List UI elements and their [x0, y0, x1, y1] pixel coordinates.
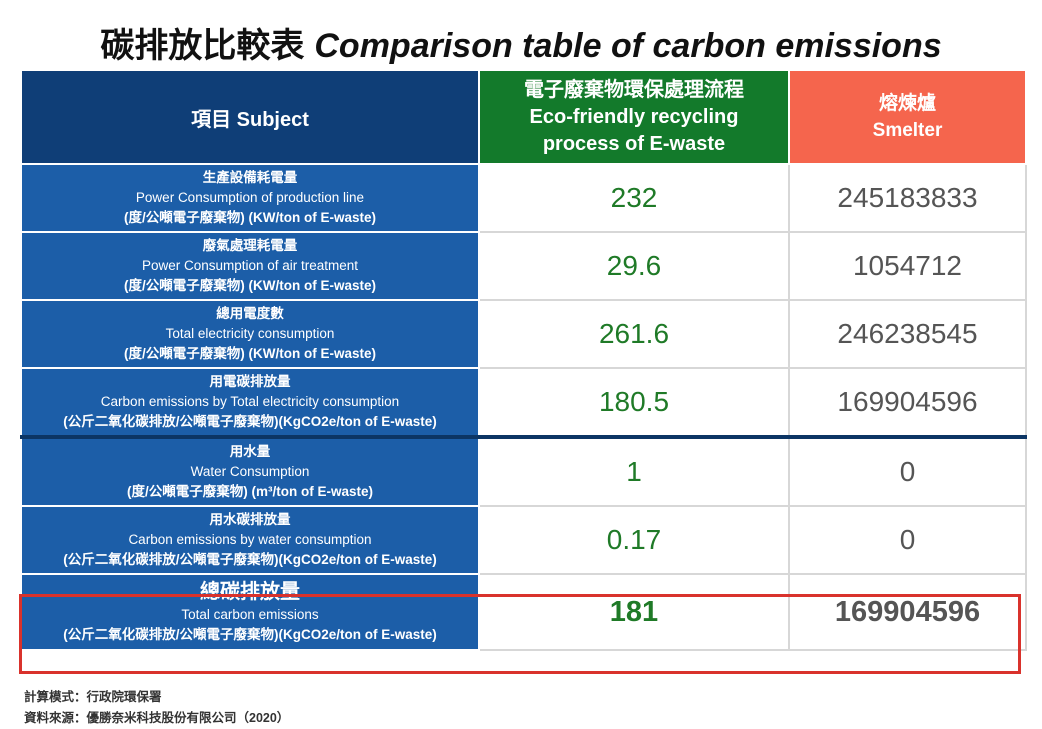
- header-subject: 項目 Subject: [20, 69, 480, 165]
- note-formula: 計算模式：行政院環保署: [24, 690, 162, 704]
- row-label: 總用電度數 Total electricity consumption (度/公…: [20, 299, 480, 369]
- row-label: 生產設備耗電量 Power Consumption of production …: [20, 163, 480, 233]
- row-label-en: Total electricity consumption: [165, 326, 335, 341]
- row-label-en: Power Consumption of air treatment: [141, 258, 359, 273]
- ewaste-value: 232: [478, 163, 790, 233]
- total-row: 總碳排放量 Total carbon emissions (公斤二氧化碳排放/公…: [20, 573, 1027, 651]
- total-label-zh: 總碳排放量: [200, 581, 300, 603]
- row-label-unit: (度/公噸電子廢棄物) (m³/ton of E-waste): [127, 484, 373, 499]
- ewaste-value: 261.6: [478, 299, 790, 369]
- row-label: 廢氣處理耗電量 Power Consumption of air treatme…: [20, 231, 480, 301]
- page-title: 碳排放比較表 Comparison table of carbon emissio…: [0, 18, 1042, 67]
- row-label: 用水量 Water Consumption (度/公噸電子廢棄物) (m³/to…: [20, 435, 480, 507]
- row-label-unit: (度/公噸電子廢棄物) (KW/ton of E-waste): [124, 346, 376, 361]
- row-label-zh: 廢氣處理耗電量: [202, 238, 298, 253]
- row-label-unit: (度/公噸電子廢棄物) (KW/ton of E-waste): [124, 278, 376, 293]
- title-english: Comparison table of carbon emissions: [314, 27, 942, 65]
- total-label-en: Total carbon emissions: [181, 607, 319, 622]
- header-ewaste: 電子廢棄物環保處理流程 Eco-friendly recycling proce…: [478, 69, 790, 165]
- ewaste-value: 1: [478, 435, 790, 507]
- total-label-unit: (公斤二氧化碳排放/公噸電子廢棄物)(KgCO2e/ton of E-waste…: [63, 627, 437, 642]
- table-row: 生產設備耗電量 Power Consumption of production …: [20, 163, 1027, 233]
- smelter-value: 246238545: [788, 299, 1027, 369]
- row-label-unit: (度/公噸電子廢棄物) (KW/ton of E-waste): [124, 210, 376, 225]
- row-label-en: Power Consumption of production line: [135, 190, 365, 205]
- row-label-en: Carbon emissions by Total electricity co…: [100, 394, 400, 409]
- total-ewaste-value: 181: [478, 573, 790, 651]
- total-smelter-value: 169904596: [788, 573, 1027, 651]
- table-row: 廢氣處理耗電量 Power Consumption of air treatme…: [20, 231, 1027, 301]
- header-ewaste-en-line1: Eco-friendly recycling: [529, 105, 739, 128]
- row-label-en: Water Consumption: [190, 464, 310, 479]
- row-label-unit: (公斤二氧化碳排放/公噸電子廢棄物)(KgCO2e/ton of E-waste…: [63, 414, 437, 429]
- ewaste-value: 0.17: [478, 505, 790, 575]
- ewaste-value: 180.5: [478, 367, 790, 438]
- smelter-value: 245183833: [788, 163, 1027, 233]
- table-header-row: 項目 Subject 電子廢棄物環保處理流程 Eco-friendly recy…: [20, 69, 1027, 165]
- row-label-zh: 用水碳排放量: [209, 512, 291, 527]
- row-label-en: Carbon emissions by water consumption: [128, 532, 372, 547]
- row-label: 用水碳排放量 Carbon emissions by water consump…: [20, 505, 480, 575]
- smelter-value: 1054712: [788, 231, 1027, 301]
- row-label-zh: 用電碳排放量: [209, 374, 291, 389]
- footnotes: 計算模式：行政院環保署 資料來源：優勝奈米科技股份有限公司（2020）: [24, 687, 289, 729]
- table-row: 用水量 Water Consumption (度/公噸電子廢棄物) (m³/to…: [20, 435, 1027, 507]
- table-row: 總用電度數 Total electricity consumption (度/公…: [20, 299, 1027, 369]
- table-row: 用電碳排放量 Carbon emissions by Total electri…: [20, 367, 1027, 438]
- row-label-zh: 總用電度數: [216, 306, 284, 321]
- header-smelter: 熔煉爐 Smelter: [788, 69, 1027, 165]
- note-source: 資料來源：優勝奈米科技股份有限公司（2020）: [24, 711, 290, 725]
- table-row: 用水碳排放量 Carbon emissions by water consump…: [20, 505, 1027, 575]
- ewaste-value: 29.6: [478, 231, 790, 301]
- header-ewaste-en-line2: process of E-waste: [542, 132, 726, 155]
- smelter-value: 0: [788, 505, 1027, 575]
- row-label-unit: (公斤二氧化碳排放/公噸電子廢棄物)(KgCO2e/ton of E-waste…: [63, 552, 437, 567]
- header-smelter-en: Smelter: [872, 120, 943, 141]
- title-chinese: 碳排放比較表: [100, 26, 305, 66]
- row-label-zh: 用水量: [229, 444, 271, 459]
- smelter-value: 169904596: [788, 367, 1027, 438]
- smelter-value: 0: [788, 435, 1027, 507]
- header-smelter-zh: 熔煉爐: [878, 93, 936, 114]
- header-ewaste-zh: 電子廢棄物環保處理流程: [524, 78, 744, 101]
- comparison-table: 項目 Subject 電子廢棄物環保處理流程 Eco-friendly recy…: [20, 69, 1027, 651]
- total-label: 總碳排放量 Total carbon emissions (公斤二氧化碳排放/公…: [20, 573, 480, 651]
- row-label-zh: 生產設備耗電量: [202, 170, 298, 185]
- row-label: 用電碳排放量 Carbon emissions by Total electri…: [20, 367, 480, 438]
